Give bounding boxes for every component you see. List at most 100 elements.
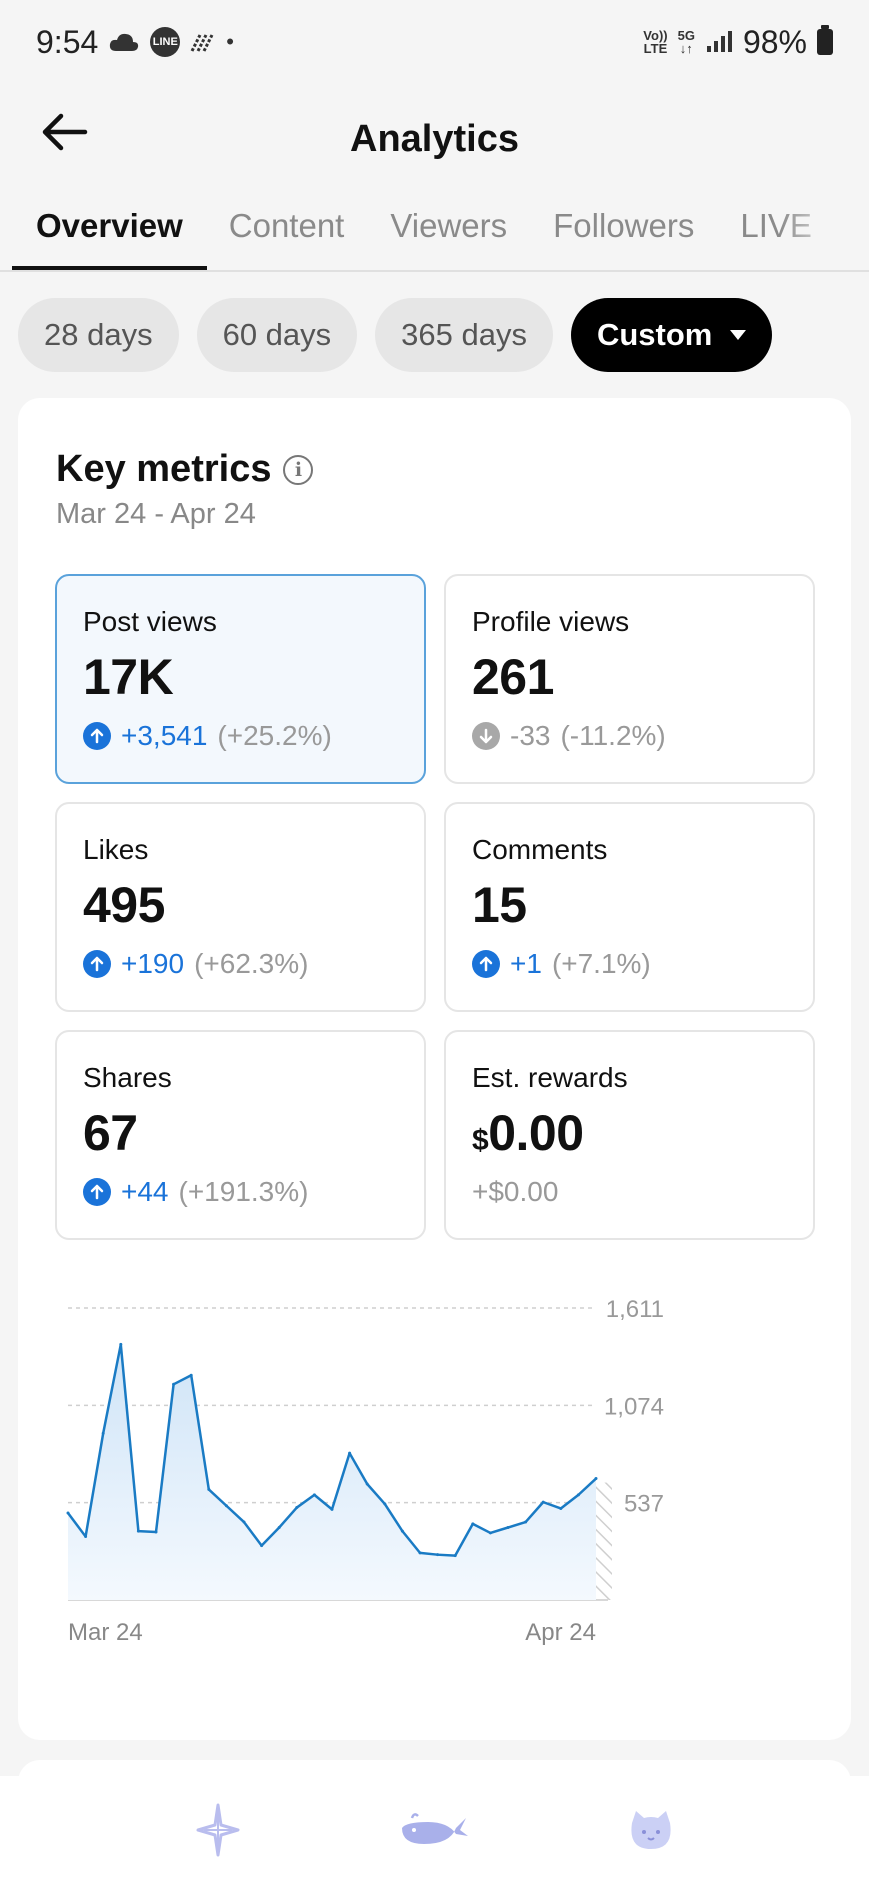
data-point xyxy=(400,1529,404,1533)
metric-est-rewards[interactable]: Est. rewards $0.00 +$0.00 xyxy=(444,1030,815,1240)
arrow-up-icon xyxy=(83,1178,111,1206)
change-value: +1 xyxy=(510,948,542,979)
series-area xyxy=(68,1344,596,1600)
data-point xyxy=(330,1507,334,1511)
whale-icon xyxy=(402,1812,469,1844)
key-metrics-card: Key metrics i Mar 24 - Apr 24 Post views… xyxy=(18,398,851,1740)
nav-cat[interactable] xyxy=(611,1790,691,1870)
data-point xyxy=(189,1373,193,1377)
battery-percent: 98% xyxy=(742,23,807,60)
metric-value: $0.00 xyxy=(472,1104,787,1162)
rewards-amount: 0.00 xyxy=(488,1105,584,1161)
cell-signal-icon xyxy=(706,31,732,52)
date-range: Mar 24 - Apr 24 xyxy=(56,498,256,530)
status-right: Vo)) LTE 5G ↓↑ 98% xyxy=(643,24,833,61)
metric-comments[interactable]: Comments 15 +1 (+7.1%) xyxy=(444,802,815,1012)
metric-value: 15 xyxy=(472,877,527,933)
metric-change: +$0.00 xyxy=(472,1176,787,1208)
data-point xyxy=(365,1482,369,1486)
metrics-grid: Post views 17K +3,541 (+25.2%) Profile v… xyxy=(55,574,815,1240)
x-end-label: Apr 24 xyxy=(525,1619,596,1646)
metric-label: Profile views xyxy=(472,606,630,637)
tab-followers[interactable]: Followers xyxy=(553,207,695,244)
data-point xyxy=(172,1382,176,1386)
data-point xyxy=(101,1431,105,1435)
change-percent: (-11.2%) xyxy=(560,720,666,751)
data-point xyxy=(418,1551,422,1555)
header: Analytics xyxy=(0,84,869,194)
info-icon[interactable]: i xyxy=(283,454,314,485)
arrow-up-icon xyxy=(472,950,500,978)
data-point xyxy=(524,1520,528,1524)
metric-profile-views[interactable]: Profile views 261 -33 (-11.2%) xyxy=(444,574,815,784)
chip-28-days[interactable]: 28 days xyxy=(18,298,179,372)
volte-indicator: Vo)) LTE xyxy=(643,28,668,56)
dot-icon: • xyxy=(226,29,234,54)
data-point xyxy=(207,1487,211,1491)
data-point xyxy=(436,1553,440,1557)
status-bar: 9:54 LINE • Vo)) LTE 5G ↓↑ 98% xyxy=(0,0,869,84)
metric-label: Est. rewards xyxy=(472,1062,628,1093)
change-value: +44 xyxy=(121,1176,169,1207)
data-point xyxy=(295,1506,299,1510)
cat-face-icon xyxy=(631,1810,671,1849)
metric-change: +1 (+7.1%) xyxy=(472,948,787,980)
status-time: 9:54 xyxy=(36,23,99,60)
tab-bar: Overview Content Viewers Followers LIVE xyxy=(0,194,869,272)
nav-sparkle[interactable] xyxy=(178,1790,258,1870)
page-title: Analytics xyxy=(350,117,519,160)
battery-icon xyxy=(817,25,833,55)
metric-change: +3,541 (+25.2%) xyxy=(83,720,398,752)
chip-60-days[interactable]: 60 days xyxy=(196,298,358,372)
change-percent: (+25.2%) xyxy=(217,720,332,751)
metric-value: 261 xyxy=(472,649,554,705)
data-point xyxy=(541,1500,545,1504)
key-metrics-title: Key metrics xyxy=(56,448,272,490)
cloud-icon xyxy=(110,33,139,51)
signal-slash-icon xyxy=(190,34,214,52)
data-point xyxy=(488,1531,492,1535)
data-point xyxy=(84,1535,88,1539)
metric-change: +44 (+191.3%) xyxy=(83,1176,398,1208)
tab-viewers[interactable]: Viewers xyxy=(390,207,508,244)
change-value: +$0.00 xyxy=(472,1176,559,1207)
y-tick-label: 537 xyxy=(624,1491,664,1518)
5g-indicator: 5G ↓↑ xyxy=(677,28,695,56)
chip-365-days[interactable]: 365 days xyxy=(375,298,553,372)
tab-content[interactable]: Content xyxy=(228,207,345,244)
metric-value: 495 xyxy=(83,877,165,933)
change-value: -33 xyxy=(510,720,551,751)
y-tick-label: 1,074 xyxy=(604,1393,664,1420)
metric-value: 17K xyxy=(83,649,174,705)
arrow-down-icon xyxy=(472,722,500,750)
status-left: 9:54 LINE • xyxy=(36,24,234,61)
currency-symbol: $ xyxy=(472,1124,489,1157)
data-point xyxy=(453,1554,457,1558)
sparkle-icon xyxy=(196,1803,240,1856)
data-point xyxy=(260,1544,264,1548)
data-point xyxy=(242,1520,246,1524)
data-point xyxy=(224,1504,228,1508)
nav-whale[interactable] xyxy=(394,1790,474,1870)
metric-post-views[interactable]: Post views 17K +3,541 (+25.2%) xyxy=(55,574,426,784)
metric-likes[interactable]: Likes 495 +190 (+62.3%) xyxy=(55,802,426,1012)
arrow-up-icon xyxy=(83,950,111,978)
arrow-left-icon xyxy=(42,113,88,151)
back-button[interactable] xyxy=(36,104,92,160)
y-tick-label: 1,611 xyxy=(606,1296,664,1323)
data-point xyxy=(471,1522,475,1526)
metric-shares[interactable]: Shares 67 +44 (+191.3%) xyxy=(55,1030,426,1240)
chip-custom[interactable]: Custom xyxy=(570,298,773,372)
data-point xyxy=(506,1525,510,1529)
data-point xyxy=(66,1511,70,1515)
chip-custom-label: Custom xyxy=(596,317,713,352)
metric-change: +190 (+62.3%) xyxy=(83,948,398,980)
card-title: Key metrics i xyxy=(56,448,314,491)
metric-label: Comments xyxy=(472,834,608,865)
tab-overview[interactable]: Overview xyxy=(12,194,207,270)
metric-change: -33 (-11.2%) xyxy=(472,720,787,752)
data-point xyxy=(136,1529,140,1533)
metric-label: Post views xyxy=(83,606,217,637)
change-value: +3,541 xyxy=(121,720,208,751)
post-views-chart[interactable]: 537 1,074 1,611 Mar 24 Apr 24 xyxy=(18,1278,851,1698)
